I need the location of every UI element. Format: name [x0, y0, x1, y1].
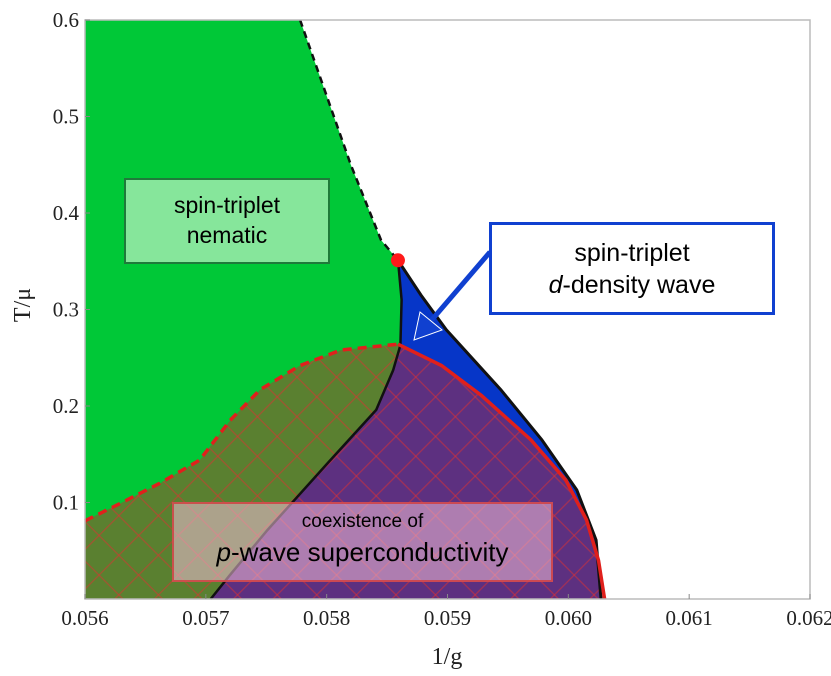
nematic-label-line2: nematic: [186, 222, 268, 248]
y-tick-label: 0.5: [53, 105, 79, 129]
tricritical-point: [390, 253, 405, 268]
dwave-label-line1: spin-triplet: [574, 239, 690, 267]
dwave-boundary: [396, 259, 603, 600]
sc-dashed-boundary: [84, 342, 399, 523]
x-tick-label: 0.061: [666, 606, 713, 630]
nematic-label: spin-triplet nematic: [124, 178, 330, 264]
x-tick-label: 0.060: [545, 606, 592, 630]
dwave-arrow: [413, 250, 492, 341]
y-axis-label: T/μ: [10, 288, 36, 322]
y-tick-label: 0.4: [53, 201, 80, 225]
y-tick-label: 0.2: [53, 394, 79, 418]
x-axis-label: 1/g: [432, 644, 463, 670]
nematic-dashed-boundary: [298, 19, 399, 262]
x-tick-label: 0.056: [61, 606, 108, 630]
y-tick-label: 0.1: [53, 491, 79, 515]
y-tick-label: 0.6: [53, 8, 79, 32]
x-tick-label: 0.059: [424, 606, 471, 630]
nematic-label-line1: spin-triplet: [173, 192, 281, 218]
sc-label-line1: coexistence of: [301, 511, 424, 532]
x-tick-label: 0.057: [182, 606, 229, 630]
sc-label-line2: -wave superconductivity: [231, 537, 509, 567]
sc-solid-boundary: [397, 342, 607, 600]
dwave-label-italic: d: [548, 271, 563, 299]
x-tick-label: 0.062: [786, 606, 831, 630]
dwave-label: spin-triplet d-density wave: [489, 222, 775, 315]
x-tick-label: 0.058: [303, 606, 350, 630]
sc-label: coexistence of p-wave superconductivity: [172, 502, 553, 582]
dwave-label-line2: -density wave: [562, 271, 716, 299]
sc-label-italic: p: [216, 537, 231, 567]
y-tick-label: 0.3: [53, 298, 79, 322]
